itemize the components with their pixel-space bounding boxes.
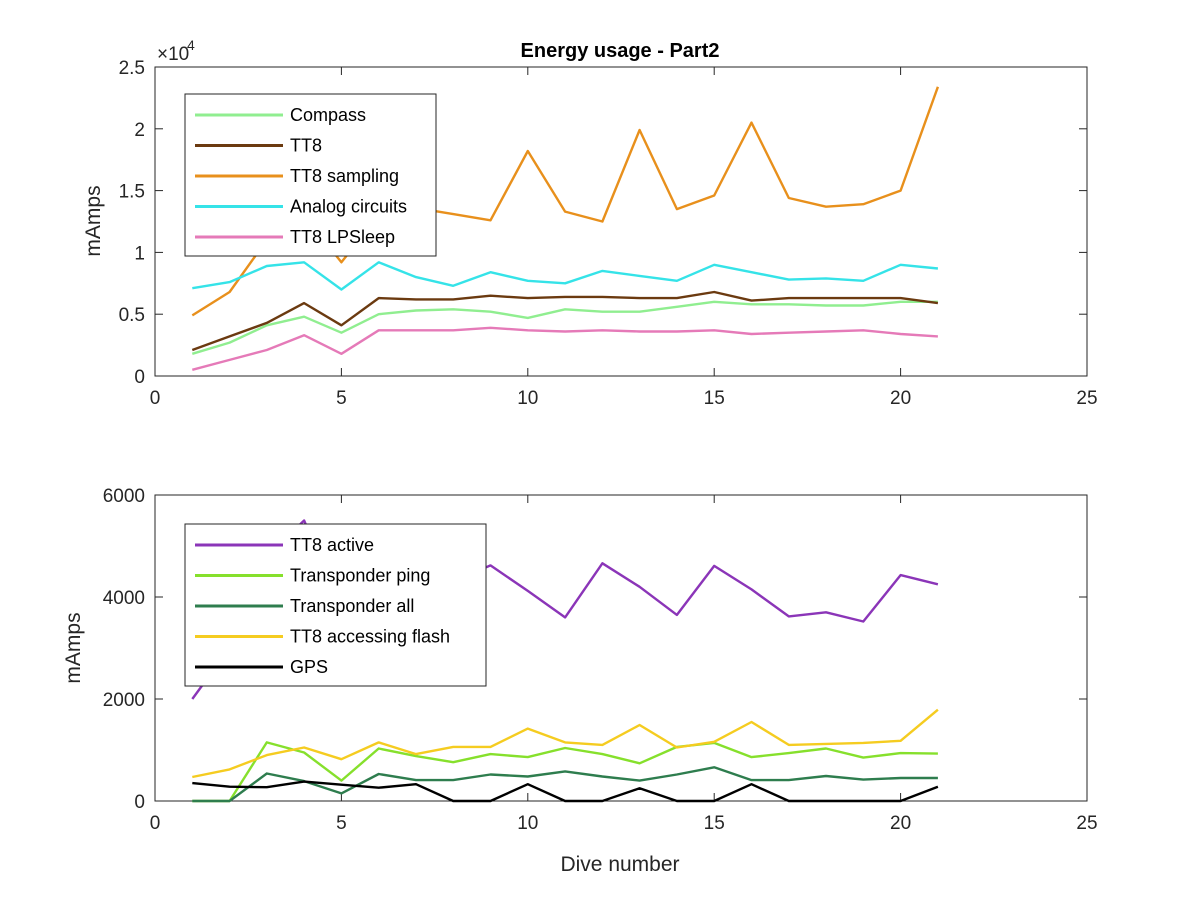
bottom-axis-ticks: 0 5 10 15 20 25 0 2000 4000 6000 (103, 486, 1098, 834)
y-tick-label: 0.5 (119, 305, 145, 326)
y-tick-label: 1 (134, 243, 145, 264)
legend-label: TT8 (290, 136, 322, 156)
x-tick-label: 0 (150, 388, 161, 409)
y-tick-label: 1.5 (119, 182, 145, 203)
top-axis-ticks: 0 5 10 15 20 25 0 0.5 1 1.5 2 2.5 (119, 58, 1098, 409)
x-tick-label: 0 (150, 813, 161, 834)
legend-entry: GPS (195, 657, 328, 677)
y-tick-label: 4000 (103, 588, 145, 609)
x-tick-label: 25 (1076, 388, 1097, 409)
x-tick-label: 15 (704, 813, 725, 834)
x-tick-label: 5 (336, 388, 347, 409)
legend-label: Transponder ping (290, 566, 430, 586)
y-tick-label: 6000 (103, 486, 145, 507)
legend-label: TT8 LPSleep (290, 227, 395, 247)
legend-entry: TT8 sampling (195, 166, 399, 186)
x-tick-label: 10 (517, 388, 538, 409)
y-tick-label: 0 (134, 367, 145, 388)
top-subplot: Energy usage - Part2 mAmps ×10 4 0 5 10 15 2… (82, 37, 1098, 409)
x-tick-label: 5 (336, 813, 347, 834)
series-line-analog-circuits (192, 261, 939, 291)
y-tick-label: 2000 (103, 690, 145, 711)
series-line-transponder-ping (192, 741, 938, 803)
x-tick-label: 20 (890, 388, 911, 409)
legend-entry: TT8 LPSleep (195, 227, 395, 247)
y-tick-label: 2 (134, 120, 145, 141)
y-tick-label: 0 (134, 792, 145, 813)
bottom-x-axis-label: Dive number (560, 853, 679, 876)
bottom-subplot: Dive number mAmps 0 5 10 15 20 25 0 2000 4000 600… (62, 486, 1098, 876)
legend-label: TT8 sampling (290, 166, 399, 186)
legend-label: Analog circuits (290, 197, 407, 217)
top-y-axis-label: mAmps (82, 185, 105, 256)
legend-label: GPS (290, 657, 328, 677)
legend-entry: Transponder ping (195, 566, 430, 586)
top-y-exponent: ×10 4 (157, 37, 195, 65)
legend-entry: TT8 (195, 136, 322, 156)
top-y-exponent-base: ×10 (157, 44, 189, 65)
x-tick-label: 10 (517, 813, 538, 834)
bottom-y-axis-label: mAmps (62, 612, 85, 683)
legend-entry: Analog circuits (195, 197, 407, 217)
legend-entry: Transponder all (195, 596, 414, 616)
series-line-compass (191, 300, 938, 355)
legend-label: TT8 active (290, 535, 374, 555)
legend-label: Transponder all (290, 596, 414, 616)
top-series-lines (191, 86, 940, 371)
series-line-gps (192, 780, 939, 803)
x-tick-label: 15 (704, 388, 725, 409)
series-line-transponder-all (192, 766, 938, 803)
top-y-exponent-power: 4 (187, 37, 195, 53)
x-tick-label: 25 (1076, 813, 1097, 834)
bottom-series-lines (191, 519, 939, 803)
legend-entry: TT8 active (195, 535, 374, 555)
legend-label: TT8 accessing flash (290, 627, 450, 647)
top-legend: Compass TT8 TT8 sampling Analog circuits TT8… (184, 93, 437, 257)
series-line-tt8-lpsleep (191, 326, 938, 371)
x-tick-label: 20 (890, 813, 911, 834)
series-line-tt8-accessing-flash (192, 708, 939, 779)
legend-entry: TT8 accessing flash (195, 627, 450, 647)
legend-label: Compass (290, 105, 366, 125)
bottom-legend: TT8 active Transponder ping Transponder al… (184, 523, 487, 687)
y-tick-label: 2.5 (119, 58, 145, 79)
series-line-tt8 (191, 290, 939, 352)
top-chart-title: Energy usage - Part2 (521, 40, 720, 62)
legend-entry: Compass (195, 105, 366, 125)
